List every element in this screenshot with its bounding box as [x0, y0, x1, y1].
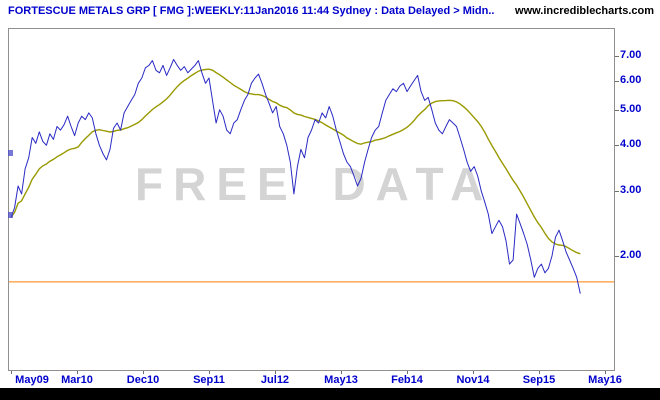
y-axis-label: 7.00	[620, 49, 642, 61]
x-axis-tick	[341, 371, 342, 374]
price-line	[10, 59, 581, 294]
x-axis-tick	[275, 371, 276, 374]
x-axis-label: May09	[15, 374, 49, 386]
x-axis-tick	[539, 371, 540, 374]
x-axis-tick	[209, 371, 210, 374]
price-chart	[9, 59, 614, 294]
y-axis-label: 3.00	[620, 184, 642, 197]
x-axis-label: May13	[324, 374, 358, 386]
x-axis-label: Feb14	[391, 374, 423, 386]
x-axis-label: May16	[588, 374, 622, 386]
x-axis-label: Sep15	[522, 374, 556, 386]
y-axis-tick	[615, 191, 619, 193]
y-axis-tick	[615, 255, 619, 257]
chart-plot-area[interactable]: FREE DATA	[8, 28, 615, 371]
bottom-bar	[0, 388, 660, 400]
x-axis-tick	[11, 371, 12, 374]
x-axis-tick	[143, 371, 144, 374]
chart-title: FORTESCUE METALS GRP [ FMG ]:WEEKLY:11Ja…	[8, 5, 495, 17]
chart-header: FORTESCUE METALS GRP [ FMG ]:WEEKLY:11Ja…	[8, 5, 654, 17]
y-axis-label: 2.00	[620, 248, 642, 261]
y-axis-tick	[615, 145, 619, 147]
x-axis-label: Dec10	[126, 374, 160, 386]
x-axis-tick	[605, 371, 606, 374]
x-axis-label: Mar10	[61, 374, 93, 386]
moving-average-line	[10, 68, 581, 255]
x-axis-label: Nov14	[456, 374, 490, 386]
x-axis-label: Sep11	[193, 374, 225, 386]
free-data-watermark: FREE DATA	[135, 158, 494, 210]
left-edge-mark	[8, 150, 13, 156]
y-axis-tick	[615, 109, 619, 111]
x-axis-tick	[77, 371, 78, 374]
left-edge-mark	[8, 212, 13, 218]
y-axis-tick	[615, 56, 619, 57]
x-axis-tick	[407, 371, 408, 374]
y-axis-label: 5.00	[620, 102, 642, 115]
y-axis-label: 6.00	[620, 73, 642, 86]
x-axis-tick	[473, 371, 474, 374]
website-link[interactable]: www.incrediblecharts.com	[515, 5, 654, 17]
x-axis-label: Jul12	[260, 374, 290, 386]
y-axis-tick	[615, 80, 619, 82]
y-axis-label: 4.00	[620, 138, 642, 151]
